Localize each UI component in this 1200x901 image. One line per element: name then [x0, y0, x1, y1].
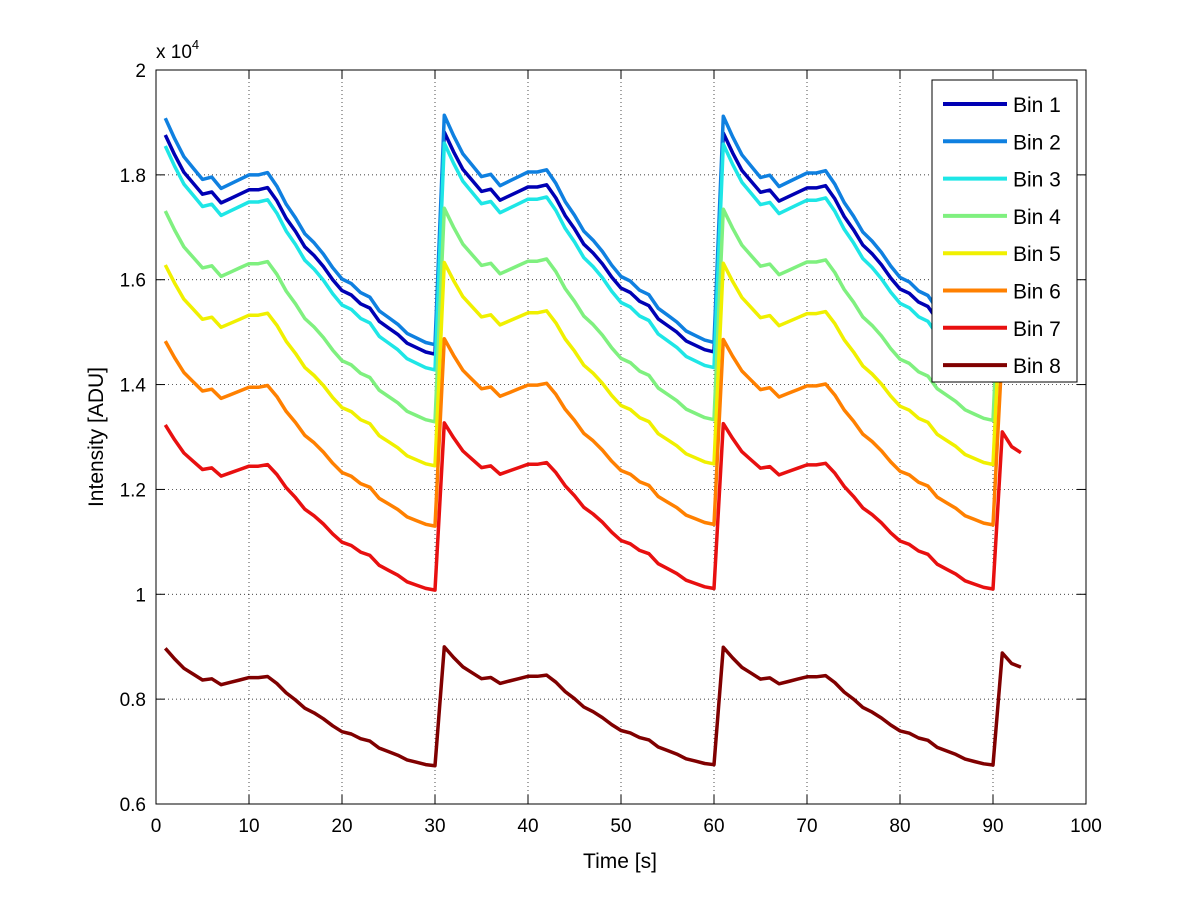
x-tick-label: 60	[703, 816, 724, 837]
x-tick-label: 10	[238, 816, 259, 837]
legend-box	[931, 79, 1078, 383]
x-tick-label: 80	[889, 816, 910, 837]
y-tick-label: 1	[135, 585, 146, 606]
x-tick-label: 20	[331, 816, 352, 837]
tick-labels: 0 10 20 30 40 50 60 70 80 90 100 0.6 0.8 1 1.2 1.4 1.6 1.…	[120, 61, 1102, 837]
series-lines	[163, 113, 1023, 768]
ticks	[155, 69, 1087, 805]
legend: Bin 1 Bin 2 Bin 3 Bin 4 Bin 5 Bin 6 Bin 7 Bin 8	[931, 79, 1078, 383]
y-tick-label: 1.2	[120, 480, 146, 501]
y-tick-label: 1.6	[120, 271, 146, 292]
legend-label: Bin 6	[1013, 281, 1061, 304]
series-line-bin-8	[163, 645, 1022, 768]
plot-area	[156, 70, 1086, 804]
y-multiplier: x 104	[156, 37, 199, 63]
legend-label: Bin 1	[1013, 94, 1061, 117]
series-line-bin-5	[163, 260, 1023, 468]
series-line-bin-2	[163, 113, 1023, 347]
x-axis-label: Time [s]	[583, 850, 657, 873]
x-tick-label: 40	[517, 816, 538, 837]
series-line-bin-4	[163, 206, 1023, 424]
y-tick-label: 1.8	[120, 166, 146, 187]
x-tick-label: 70	[796, 816, 817, 837]
y-tick-label: 0.6	[120, 795, 146, 816]
x-tick-label: 90	[982, 816, 1003, 837]
legend-label: Bin 4	[1013, 206, 1061, 229]
y-tick-label: 1.4	[120, 376, 147, 397]
series-line-bin-3	[163, 141, 1023, 372]
x-tick-label: 0	[151, 816, 162, 837]
legend-label: Bin 8	[1013, 355, 1061, 378]
x-tick-label: 50	[610, 816, 631, 837]
legend-label: Bin 5	[1013, 243, 1061, 266]
x-tick-label: 100	[1070, 816, 1102, 837]
legend-label: Bin 2	[1013, 131, 1061, 154]
y-tick-label: 0.8	[120, 690, 146, 711]
legend-label: Bin 3	[1013, 169, 1061, 192]
series-line-bin-7	[163, 421, 1022, 592]
y-axis-label: Intensity [ADU]	[85, 367, 108, 507]
series-line-bin-1	[163, 130, 1023, 356]
grid	[156, 70, 1086, 804]
legend-label: Bin 7	[1013, 318, 1061, 341]
x-tick-label: 30	[424, 816, 445, 837]
series-line-bin-6	[163, 336, 1022, 528]
y-tick-label: 2	[135, 61, 146, 82]
